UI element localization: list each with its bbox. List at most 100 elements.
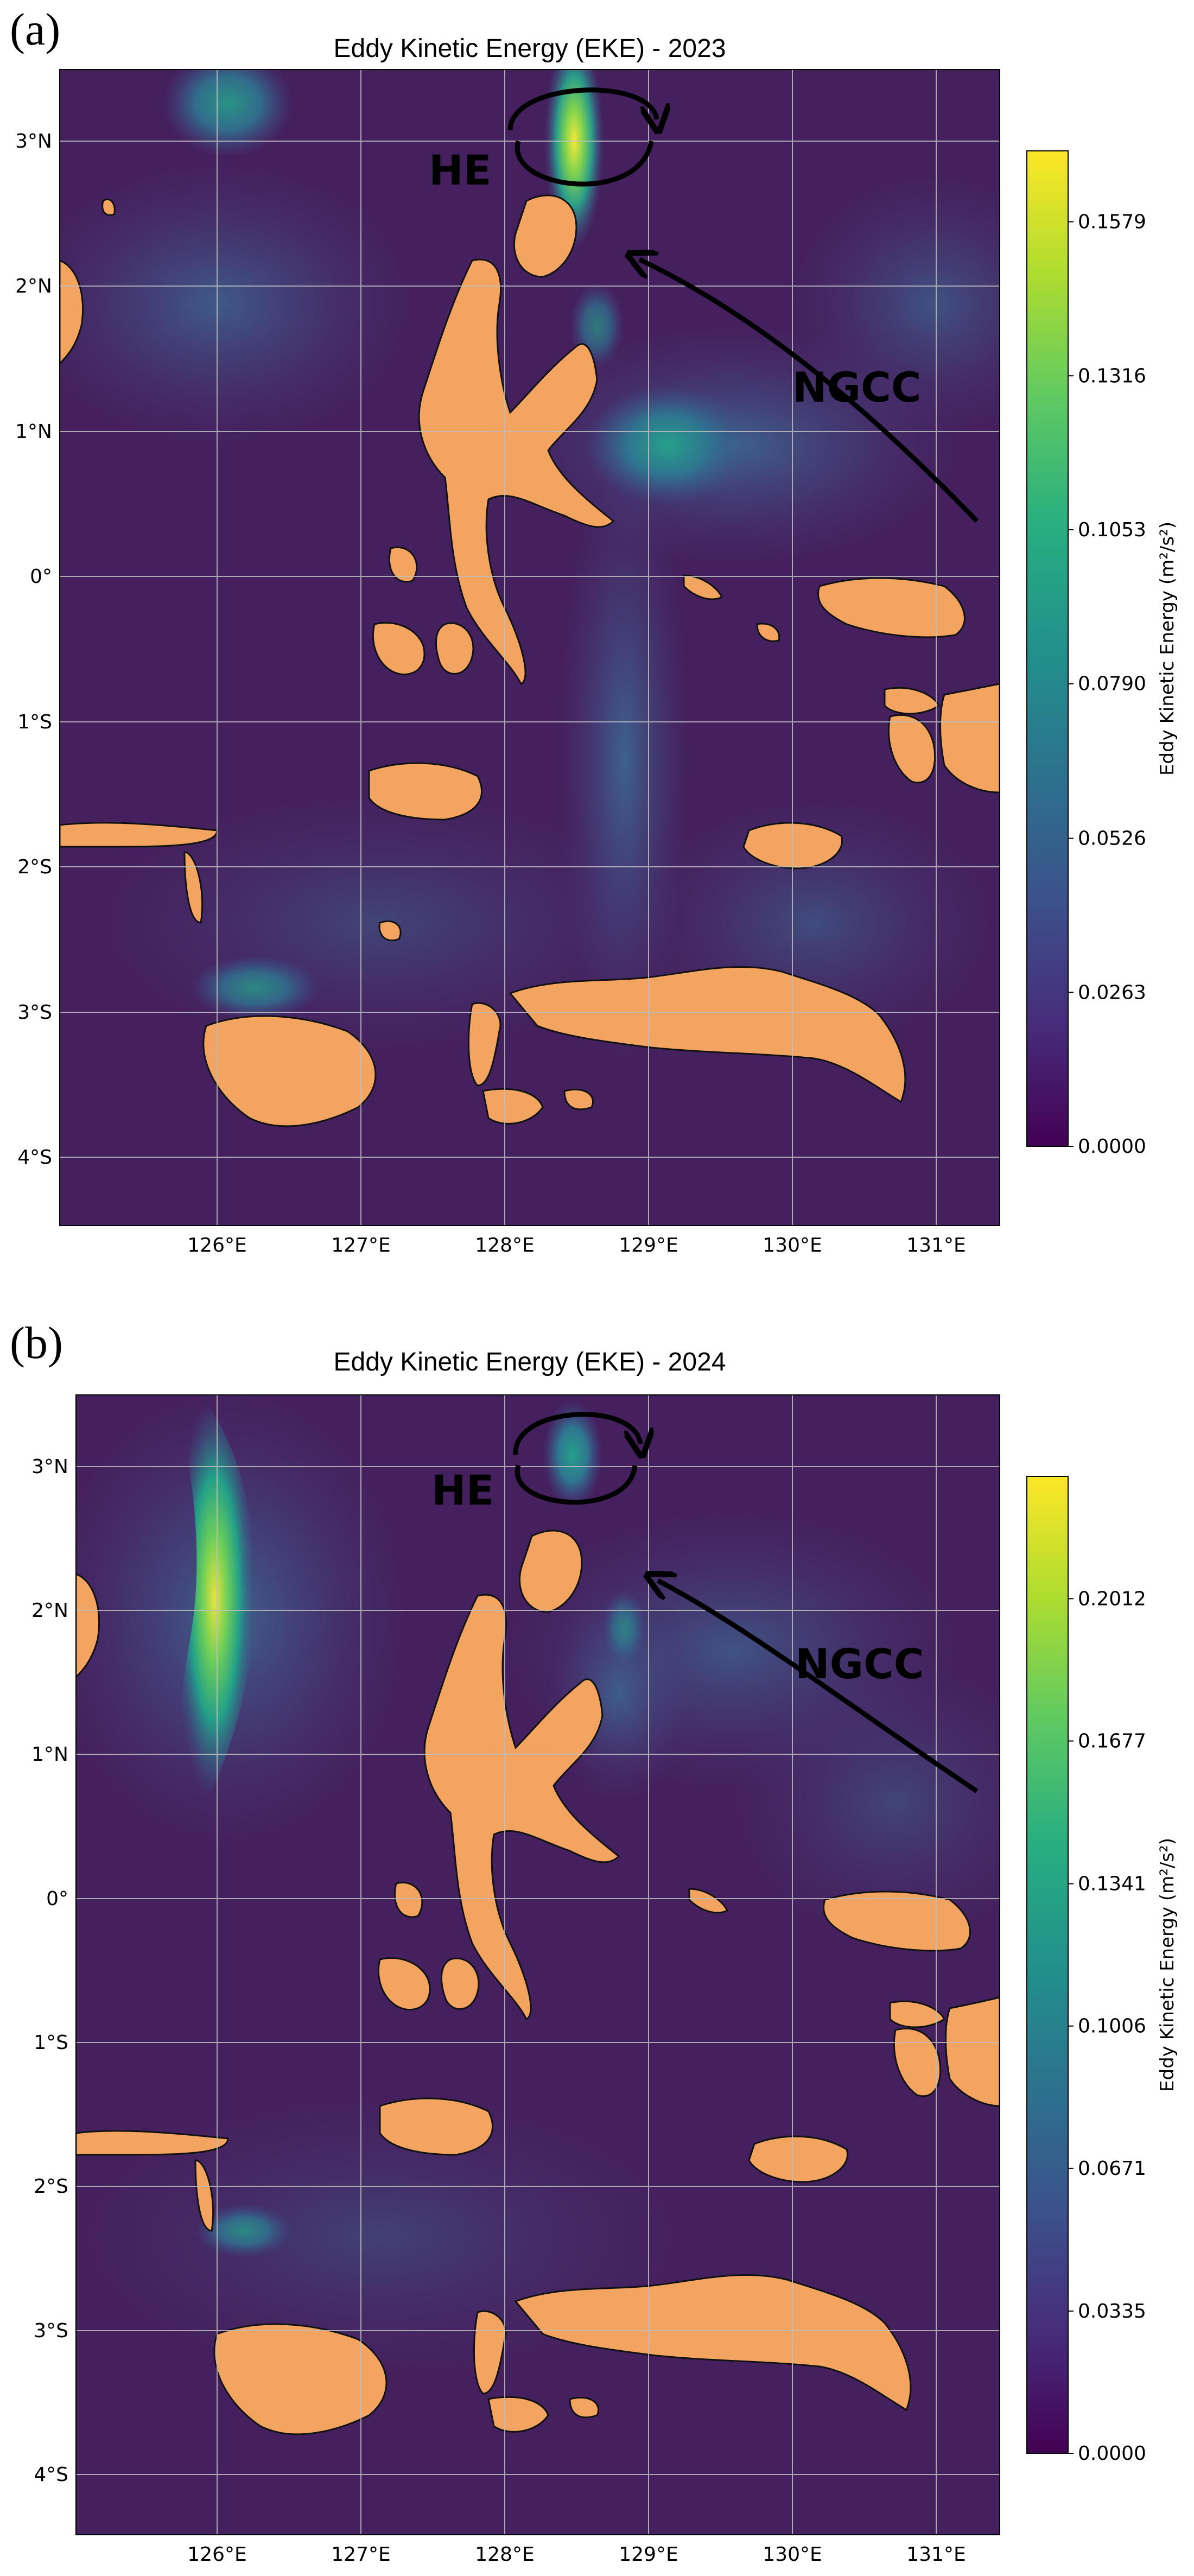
lat-tick: 3°S (34, 2320, 68, 2342)
land-buru-west (60, 822, 218, 848)
lat-tick: 1°N (31, 1743, 68, 1766)
land-waigeo (822, 1890, 971, 1952)
eke-jet (174, 1395, 256, 1802)
colorbar-tick: 0.0000 (1078, 2442, 1146, 2465)
colorbar-tick: 0.0526 (1078, 828, 1146, 850)
lon-tick: 130°E (763, 1234, 822, 1257)
eke-field (602, 1590, 646, 1666)
eke-map: HE NGCC 126°E 127°E 128°E 129°E 130°E 13… (31, 1394, 1178, 2566)
colorbar (1026, 1476, 1069, 2454)
colorbar-tick: 0.1006 (1078, 2015, 1146, 2038)
land-sulabesi (202, 1015, 377, 1127)
colorbar-tick: 0.0000 (1078, 1135, 1146, 1158)
colorbar-tick: 0.0790 (1078, 673, 1146, 695)
eke-field (543, 1400, 602, 1509)
land-obi (368, 762, 482, 821)
lon-tick: 128°E (475, 1234, 534, 1257)
land-morotai (518, 1530, 583, 1613)
land-sulawesi-tip (76, 1573, 100, 1679)
land-manipa (467, 1002, 501, 1087)
eddy-arrow (507, 87, 979, 523)
map-title: Eddy Kinetic Energy (EKE) - 2024 (333, 1348, 726, 1376)
eke-field (733, 1661, 1000, 1943)
land-manipa (473, 2310, 507, 2395)
panel-letter: (b) (10, 1318, 63, 1368)
eke-field (586, 385, 749, 505)
eddy-arrow (513, 1412, 979, 1793)
lon-tick: 127°E (331, 1234, 390, 1257)
land-ambon (487, 2396, 549, 2433)
land-batanta (889, 2000, 945, 2028)
lon-tick: 131°E (906, 1234, 966, 1257)
lat-tick: 1°S (17, 711, 52, 733)
land-islet-w2 (388, 547, 418, 583)
lon-tick: 128°E (475, 2543, 534, 2566)
land-bacan (372, 621, 425, 676)
map-title: Eddy Kinetic Energy (EKE) - 2023 (333, 34, 726, 63)
colorbar-label: Eddy Kinetic Energy (m²/s²) (1157, 522, 1178, 776)
lat-tick: 4°S (17, 1146, 52, 1169)
lon-tick: 129°E (619, 1234, 678, 1257)
lat-tick: 3°N (31, 1456, 68, 1478)
land-islet-kabaena (378, 920, 402, 942)
colorbar-tick: 0.0335 (1078, 2300, 1146, 2323)
colorbar (1026, 150, 1069, 1147)
lat-tick: 2°S (34, 2175, 68, 2198)
colorbar-tick: 0.1677 (1078, 1730, 1146, 1753)
land-gebe (683, 574, 723, 600)
land-papua-west (939, 683, 1000, 794)
eke-field (60, 163, 412, 445)
panel-a: (a) Eddy Kinetic Energy (EKE) - 2023 (0, 0, 1194, 1270)
land-sulabesi (213, 2323, 388, 2435)
lon-tick: 130°E (763, 2543, 822, 2566)
colorbar-tick: 0.1579 (1078, 211, 1146, 233)
land-islet-w2 (393, 1882, 423, 1918)
panel-letter: (a) (10, 4, 61, 55)
colorbar-tick: 0.1053 (1078, 519, 1146, 541)
panel-b: (b) Eddy Kinetic Energy (EKE) - 2024 (0, 1314, 1194, 2576)
lon-tick: 126°E (187, 2543, 246, 2566)
land-misool (748, 2135, 848, 2183)
lat-tick: 2°N (31, 1600, 68, 1622)
lon-tick: 127°E (331, 2543, 390, 2566)
colorbar-tick: 0.1341 (1078, 1873, 1146, 1895)
lat-tick: 1°S (34, 2032, 68, 2054)
land-buru-west (76, 2130, 229, 2156)
land-haruku (563, 1088, 594, 1111)
lat-tick: 1°N (15, 421, 52, 443)
lat-tick: 2°S (17, 856, 52, 878)
land-buru-tail (194, 2159, 214, 2232)
land-salawati (887, 714, 936, 784)
lon-tick: 129°E (619, 2543, 678, 2566)
lon-tick: 126°E (187, 1234, 246, 1257)
land-seram (514, 2274, 912, 2412)
land-islet (440, 1957, 480, 2010)
lat-tick: 2°N (15, 275, 52, 297)
colorbar-label: Eddy Kinetic Energy (m²/s²) (1157, 1838, 1178, 2092)
land-seram (509, 966, 906, 1103)
current-label: NGCC (795, 1640, 924, 1688)
eke-map: HE NGCC 126°E 127°E 128°E 129°E 130°E 13… (15, 69, 1178, 1257)
land-islet-w (101, 199, 116, 216)
lat-tick: 0° (46, 1888, 68, 1910)
land-halmahera (423, 1594, 620, 2021)
land-islet-n (756, 623, 780, 642)
colorbar-tick: 0.0263 (1078, 981, 1146, 1004)
eke-field (163, 69, 293, 157)
colorbar-tick: 0.2012 (1078, 1588, 1146, 1610)
land-bacan (377, 1957, 431, 2011)
land-papua-west (945, 1996, 1000, 2107)
land-obi (379, 2097, 493, 2156)
lon-tick: 131°E (906, 2543, 966, 2566)
land-ambon (482, 1088, 544, 1125)
current-label: NGCC (792, 363, 922, 411)
land-buru-tail (183, 851, 204, 924)
land-gebe (688, 1888, 729, 1914)
eke-field (195, 2204, 293, 2258)
land-salawati (893, 2027, 942, 2097)
lat-tick: 4°S (34, 2464, 68, 2486)
colorbar-tick: 0.0671 (1078, 2158, 1146, 2180)
land-batanta (884, 687, 940, 715)
eke-field (190, 955, 320, 1020)
eddy-label: HE (429, 146, 492, 194)
